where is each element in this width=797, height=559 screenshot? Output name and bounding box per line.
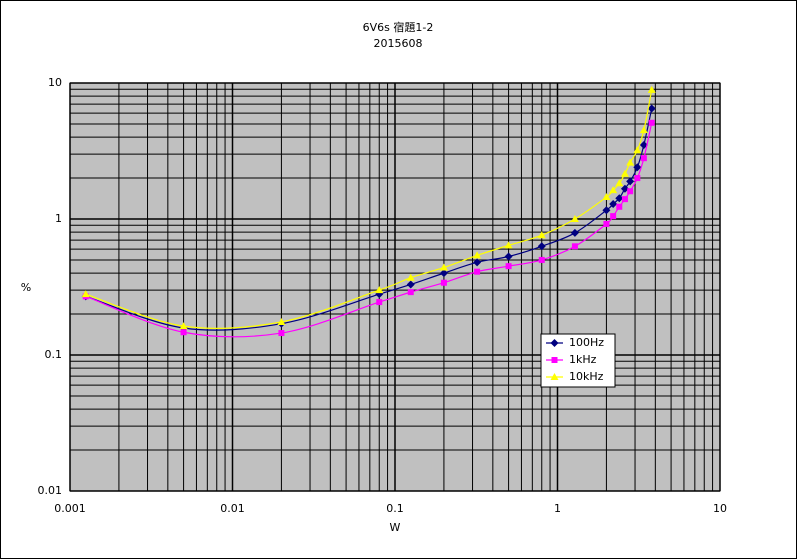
- marker: [537, 231, 546, 239]
- marker: [538, 256, 545, 263]
- marker: [277, 317, 286, 325]
- plot-border: [69, 82, 721, 492]
- series: [81, 85, 656, 330]
- marker: [375, 286, 384, 294]
- marker: [473, 258, 482, 267]
- series: [82, 119, 655, 338]
- marker: [640, 155, 647, 162]
- y-tick-label: 0.1: [45, 348, 63, 361]
- marker: [615, 179, 624, 187]
- marker: [626, 158, 635, 166]
- marker: [571, 243, 578, 250]
- x-axis-label: W: [390, 521, 401, 534]
- legend-marker: [551, 357, 558, 363]
- marker: [406, 273, 415, 281]
- y-tick-label: 0.01: [38, 484, 63, 497]
- marker: [570, 215, 579, 222]
- marker: [648, 119, 655, 126]
- marker: [615, 194, 624, 203]
- marker: [626, 177, 635, 186]
- x-tick-label: 0.01: [220, 502, 245, 515]
- marker: [627, 188, 634, 195]
- y-tick-label: 1: [55, 212, 62, 225]
- marker: [474, 268, 481, 275]
- x-tick-label: 0.001: [54, 502, 86, 515]
- y-axis-label: %: [21, 281, 31, 294]
- marker: [439, 269, 448, 278]
- marker: [603, 220, 610, 227]
- marker: [406, 280, 415, 289]
- chart-subtitle: 2015608: [374, 37, 423, 50]
- x-tick-label: 1: [554, 502, 561, 515]
- marker: [639, 141, 648, 150]
- legend-label: 1kHz: [569, 353, 597, 366]
- marker: [610, 213, 617, 220]
- marker: [504, 241, 513, 249]
- marker: [609, 199, 618, 208]
- marker: [602, 193, 611, 201]
- marker: [634, 175, 641, 182]
- marker: [620, 169, 629, 177]
- marker: [439, 263, 448, 271]
- marker: [505, 263, 512, 270]
- marker: [376, 299, 383, 306]
- marker: [620, 184, 629, 193]
- x-tick-label: 0.1: [386, 502, 404, 515]
- marker: [81, 290, 90, 298]
- marker: [179, 322, 188, 330]
- marker: [647, 104, 656, 113]
- marker: [180, 329, 187, 336]
- marker: [609, 186, 618, 194]
- marker: [407, 289, 414, 296]
- chart-title: 6V6s 宿題1-2: [363, 20, 434, 34]
- marker: [570, 228, 579, 237]
- marker: [537, 242, 546, 251]
- marker: [504, 252, 513, 261]
- legend-label: 10kHz: [569, 370, 604, 383]
- marker: [278, 330, 285, 337]
- marker: [602, 206, 611, 215]
- legend-label: 100Hz: [569, 336, 604, 349]
- legend-marker: [550, 373, 559, 380]
- marker: [440, 279, 447, 286]
- marker: [647, 85, 656, 93]
- legend-marker: [550, 339, 559, 347]
- marker: [633, 163, 642, 172]
- marker: [621, 196, 628, 203]
- y-tick-label: 10: [48, 76, 62, 89]
- x-tick-label: 10: [713, 502, 727, 515]
- marker: [616, 203, 623, 210]
- marker: [633, 146, 642, 154]
- marker: [473, 251, 482, 259]
- marker: [639, 126, 648, 134]
